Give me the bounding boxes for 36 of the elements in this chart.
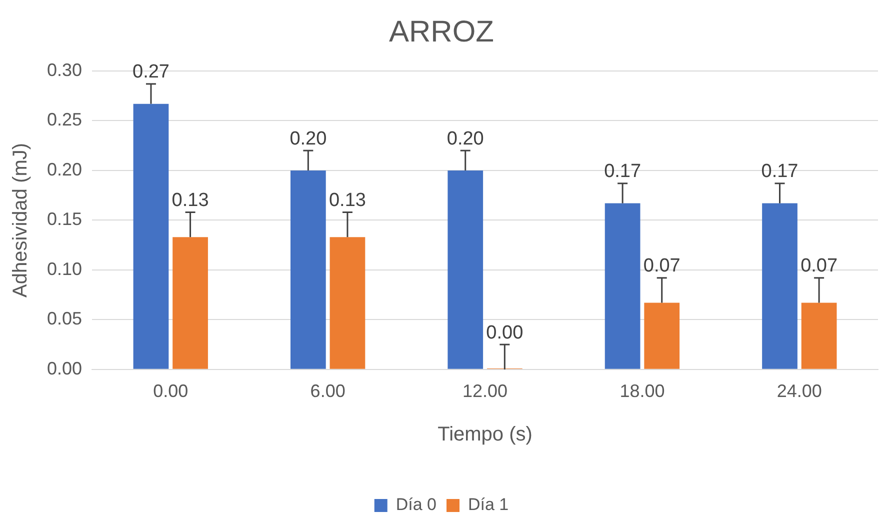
y-tick-label: 0.00 <box>46 358 82 378</box>
legend-label: Día 1 <box>468 495 509 514</box>
data-label: 0.20 <box>290 128 327 150</box>
x-axis-title: Tiempo (s) <box>438 424 532 446</box>
bar <box>762 203 798 369</box>
bar <box>290 170 326 369</box>
data-label: 0.17 <box>604 161 642 182</box>
bar <box>801 302 837 369</box>
data-label: 0.27 <box>132 62 170 83</box>
bar <box>330 237 366 369</box>
data-label: 0.07 <box>643 256 680 277</box>
data-label: 0.20 <box>446 128 484 150</box>
y-tick-label: 0.15 <box>46 209 82 230</box>
data-label: 0.17 <box>761 161 798 182</box>
y-tick-label: 0.25 <box>46 110 82 130</box>
bar <box>604 203 640 369</box>
data-label: 0.07 <box>800 256 838 277</box>
data-label: 0.13 <box>328 190 366 211</box>
y-tick-label: 0.05 <box>46 308 82 329</box>
y-tick-label: 0.30 <box>46 60 82 80</box>
bar <box>448 170 484 369</box>
data-label: 0.13 <box>172 190 209 211</box>
x-tick-label: 24.00 <box>776 381 822 402</box>
bar <box>172 237 208 369</box>
legend-label: Día 0 <box>396 495 437 514</box>
y-tick-label: 0.20 <box>46 159 82 180</box>
bar <box>133 104 169 369</box>
data-label: 0.00 <box>486 322 524 344</box>
x-tick-label: 0.00 <box>153 381 188 402</box>
x-tick-label: 6.00 <box>310 381 346 402</box>
bar <box>644 302 680 369</box>
chart-title: ARROZ <box>389 15 494 48</box>
x-tick-label: 18.00 <box>620 381 665 402</box>
x-tick-label: 12.00 <box>462 381 508 402</box>
y-tick-label: 0.10 <box>46 258 82 279</box>
y-axis-title: Adhesividad (mJ) <box>10 142 32 298</box>
